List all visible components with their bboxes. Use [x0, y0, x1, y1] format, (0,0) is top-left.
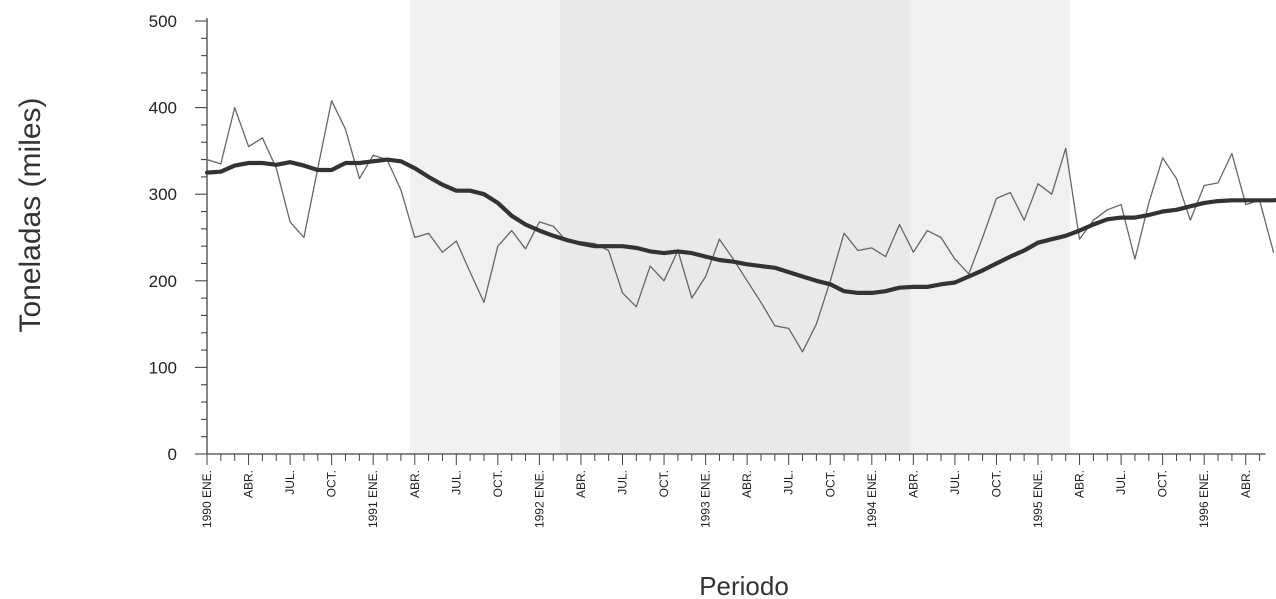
y-tick-label: 0: [168, 445, 177, 464]
x-tick-label: ABR.: [906, 470, 920, 498]
y-tick-label: 500: [149, 12, 177, 31]
x-tick-label: 1993 ENE.: [699, 470, 713, 528]
x-tick-label: ABR.: [740, 470, 754, 498]
background-layer: [410, 0, 1070, 454]
background-shade: [560, 0, 910, 454]
y-tick-label: 100: [149, 358, 177, 377]
x-tick-label: OCT.: [823, 470, 837, 497]
x-tick-label: JUL.: [616, 470, 630, 495]
x-tick-label: 1996 ENE.: [1197, 470, 1211, 528]
trend-series-line: [204, 157, 1276, 295]
x-tick-label: 1991 ENE.: [366, 470, 380, 528]
x-tick-label: ABR.: [1239, 470, 1253, 498]
x-tick-label: ABR.: [1073, 470, 1087, 498]
x-tick-label: 1995 ENE.: [1031, 470, 1045, 528]
x-tick-label: JUL.: [449, 470, 463, 495]
y-tick-label: 200: [149, 272, 177, 291]
x-tick-label: ABR.: [574, 470, 588, 498]
x-tick-label: OCT.: [989, 470, 1003, 497]
axis-layer: 0 100 200 300 400 500 1990 ENE. ABR. JUL. OCT. 199…: [149, 12, 1266, 528]
x-tick-label: JUL.: [782, 470, 796, 495]
x-tick-label: OCT.: [1156, 470, 1170, 497]
x-tick-label: OCT.: [491, 470, 505, 497]
series-layer: [204, 100, 1276, 353]
y-tick-label: 400: [149, 99, 177, 118]
x-tick-label: JUL.: [948, 470, 962, 495]
y-axis-title: Toneladas (miles): [14, 97, 47, 332]
x-tick-label: 1992 ENE.: [532, 470, 546, 528]
x-tick-label: 1990 ENE.: [200, 470, 214, 528]
y-tick-label: 300: [149, 185, 177, 204]
x-tick-label: OCT.: [325, 470, 339, 497]
x-axis-title: Periodo: [699, 571, 789, 599]
x-tick-label: 1994 ENE.: [865, 470, 879, 528]
x-tick-label: OCT.: [657, 470, 671, 497]
x-tick-label: ABR.: [408, 470, 422, 498]
x-tick-label: ABR.: [242, 470, 256, 498]
x-tick-label: JUL.: [283, 470, 297, 495]
x-tick-label: JUL.: [1114, 470, 1128, 495]
